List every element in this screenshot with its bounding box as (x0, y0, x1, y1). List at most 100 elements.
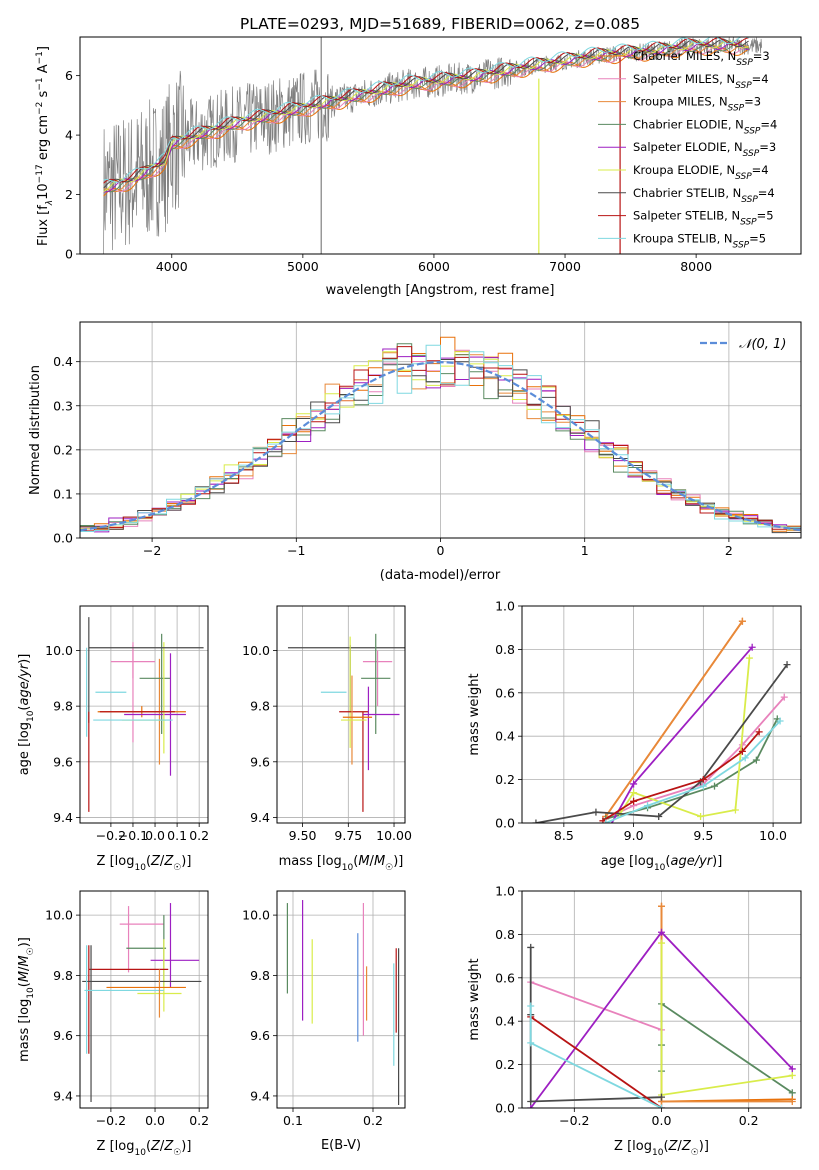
model-curve (103, 46, 749, 192)
x-tick-label: −0.2 (96, 1113, 126, 1128)
y-tick-label: 9.6 (250, 1028, 270, 1043)
plot-area (82, 903, 202, 1102)
spectrum-panel: 4000 5000 6000 7000 8000 0 2 4 6 Chabrier MILES, … (35, 36, 802, 298)
x-tick-label: 9.0 (624, 828, 644, 843)
x-tick-label: 0.1 (283, 1113, 303, 1128)
series-point (699, 782, 707, 790)
series-point (738, 617, 746, 625)
y-tick-label: 10.0 (45, 643, 73, 658)
plot-area (80, 336, 801, 534)
series-point (699, 776, 707, 784)
x-tick-label: 2 (725, 543, 733, 558)
y-tick-label: 9.8 (250, 699, 270, 714)
x-axis-label: wavelength [Angstrom, rest frame] (326, 283, 555, 298)
model-curve (103, 43, 749, 193)
series-point (532, 819, 540, 823)
x-axis-label: (data-model)/error (380, 568, 501, 583)
legend-entry: Chabrier ELODIE, NSSP=4 (633, 117, 777, 136)
x-tick-label: 0.2 (363, 1113, 383, 1128)
series-point (602, 819, 610, 823)
y-tick-label: 9.8 (53, 699, 73, 714)
series-point (748, 643, 756, 651)
y-tick-label: 0.0 (495, 1101, 515, 1116)
axes-frame (79, 321, 802, 539)
y-tick-label: 0.4 (53, 354, 73, 369)
age-vs-mass-panel: 9.50 9.75 10.00 9.4 9.6 9.8 10.0 mass [log10(M/… (242, 605, 412, 873)
legend-entry: Chabrier STELIB, NSSP=4 (633, 186, 775, 205)
x-tick-label: −1 (287, 543, 305, 558)
y-tick-label: 9.8 (53, 968, 73, 983)
y-tick-label: 9.4 (250, 810, 270, 825)
y-axis-label: mass weight (467, 673, 482, 755)
y-tick-label: 0.2 (495, 1057, 515, 1072)
x-tick-label: 0.2 (739, 1113, 759, 1128)
weight-vs-z-panel: −0.2 0.0 0.2 0.0 0.2 0.4 0.6 0.8 1.0 Z [log10(Z/Z… (467, 884, 802, 1158)
x-axis-label: E(B-V) (321, 1138, 361, 1153)
axes-frame (79, 36, 802, 255)
y-axis-label: Flux [fλ10−17 erg cm−2 s−1 A−1] (35, 46, 55, 246)
y-tick-label: 10.0 (242, 908, 270, 923)
y-tick-label: 0.4 (495, 729, 515, 744)
series-point (658, 1104, 665, 1108)
x-tick-label: 1 (581, 543, 589, 558)
series-line (529, 947, 662, 1103)
model-curve (103, 37, 749, 183)
y-tick-label: 9.4 (250, 1088, 270, 1103)
y-tick-label: 1.0 (495, 884, 515, 899)
x-axis-label: Z [log10(Z/Z☉)] (97, 854, 192, 873)
x-tick-label: 10.00 (376, 828, 412, 843)
series-point (527, 943, 535, 951)
plot-area (287, 633, 405, 812)
series-point (788, 1089, 796, 1097)
x-axis-label: Z [log10(Z/Z☉)] (614, 1139, 709, 1158)
mass-vs-ebv-panel: 0.1 0.2 9.4 9.6 9.8 10.0 (242, 890, 406, 1128)
y-tick-label: 6 (65, 68, 73, 83)
histogram-panel: −2 −1 0 1 2 0.0 0.1 0.2 0.3 0.4 𝒩(0, 1) (data-model… (28, 321, 802, 583)
series-point (658, 1093, 665, 1101)
plot-area (527, 902, 796, 1108)
x-tick-label: −0.1 (118, 828, 148, 843)
y-axis-label: age [log10(age/yr)] (17, 654, 36, 776)
series-point (788, 1065, 796, 1073)
x-tick-label: 9.5 (693, 828, 713, 843)
y-tick-label: 0.2 (495, 772, 515, 787)
weight-vs-age-panel: 8.5 9.0 9.5 10.0 0.0 0.2 0.4 0.6 0.8 1.0 age [log1… (467, 599, 802, 873)
plot-area (532, 617, 791, 837)
x-tick-label: 0.2 (189, 1113, 209, 1128)
legend-entry: Salpeter STELIB, NSSP=5 (633, 209, 774, 228)
y-axis-label: mass [log10(M/M☉)] (17, 937, 36, 1062)
x-tick-label: 4000 (156, 259, 188, 274)
plot-area (286, 900, 400, 1105)
series-point (697, 812, 705, 820)
series-point (602, 830, 609, 837)
x-tick-label: 0.1 (167, 828, 187, 843)
x-tick-label: 5000 (287, 259, 319, 274)
x-tick-label: −0.2 (96, 828, 126, 843)
series-point (741, 754, 749, 762)
y-tick-label: 0 (65, 247, 73, 262)
series-point (527, 1039, 535, 1047)
x-tick-label: 0.0 (652, 1113, 672, 1128)
x-tick-label: 0.2 (189, 828, 209, 843)
x-tick-label: 10.0 (759, 828, 787, 843)
y-tick-label: 0.4 (495, 1014, 515, 1029)
x-tick-label: 0.0 (145, 1113, 165, 1128)
legend-entry: Kroupa MILES, NSSP=3 (633, 95, 761, 114)
series-point (711, 782, 719, 790)
series-line (530, 981, 662, 1031)
y-tick-label: 0.0 (53, 531, 73, 546)
series-line (660, 906, 793, 1103)
y-tick-label: 0.6 (495, 970, 515, 985)
legend-entry: Chabrier MILES, NSSP=3 (633, 49, 770, 68)
series-point (752, 756, 760, 764)
series-point (592, 808, 600, 816)
x-tick-label: 0.0 (145, 828, 165, 843)
series-point (783, 661, 791, 669)
series-point (658, 928, 665, 936)
x-tick-label: 8.5 (554, 828, 574, 843)
series-point (658, 902, 665, 910)
age-vs-z-panel: −0.2−0.10.0 0.1 0.2 9.4 9.6 9.8 10.0 Z [log10(Z… (17, 605, 209, 873)
series-line (660, 906, 793, 1103)
series-point (780, 693, 788, 701)
